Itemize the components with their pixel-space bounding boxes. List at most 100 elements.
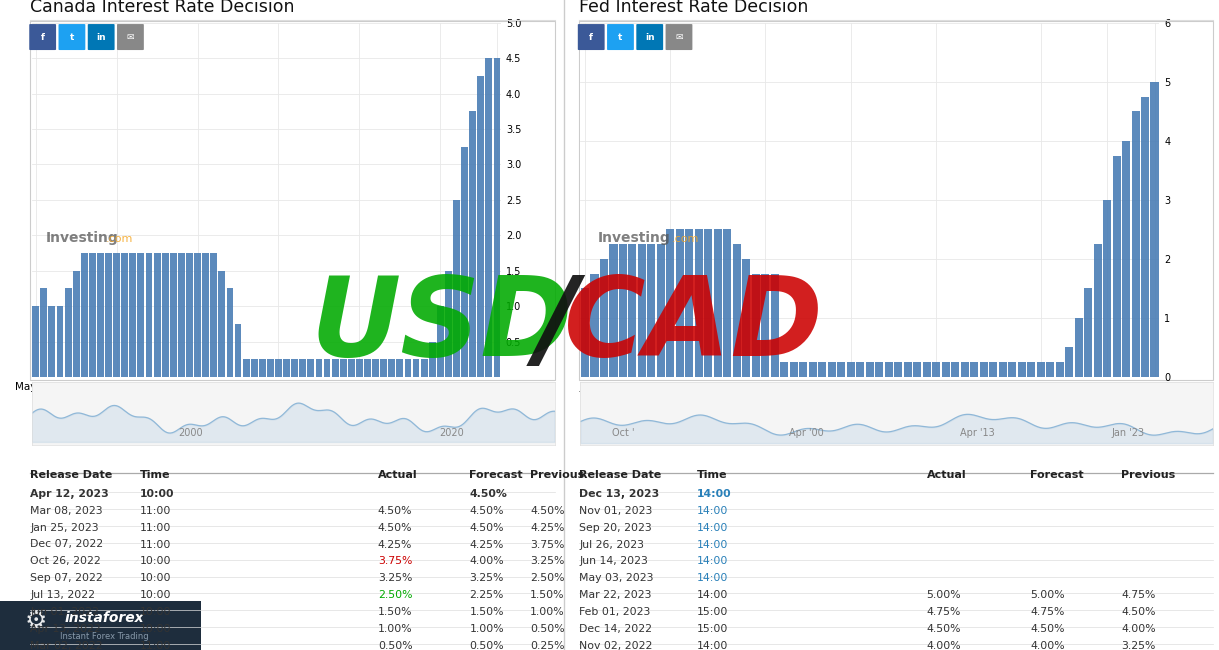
Bar <box>933 362 940 377</box>
Text: 11:00: 11:00 <box>140 523 172 532</box>
Text: 4.75%: 4.75% <box>1121 590 1156 600</box>
Text: /: / <box>536 272 577 378</box>
Text: 10:00: 10:00 <box>140 607 172 617</box>
Bar <box>478 76 484 377</box>
Bar <box>436 306 444 377</box>
Bar <box>1113 155 1120 377</box>
Bar <box>629 244 636 377</box>
Bar <box>194 253 201 377</box>
Bar <box>800 362 807 377</box>
Text: 14:00: 14:00 <box>697 556 729 566</box>
Bar <box>267 359 274 377</box>
Text: 2020: 2020 <box>440 428 464 438</box>
Bar <box>1056 362 1064 377</box>
Text: 15:00: 15:00 <box>697 624 729 634</box>
Bar <box>162 253 168 377</box>
Bar <box>865 362 874 377</box>
Bar <box>380 359 388 377</box>
Text: Instant Forex Trading: Instant Forex Trading <box>60 632 149 641</box>
Text: 4.50%: 4.50% <box>378 523 412 532</box>
Text: 11:00: 11:00 <box>140 506 172 515</box>
Text: Nov 01, 2023: Nov 01, 2023 <box>579 506 652 515</box>
Text: 4.00%: 4.00% <box>926 641 961 650</box>
Text: 2000: 2000 <box>178 428 202 438</box>
Bar <box>610 244 618 377</box>
Text: 2.50%: 2.50% <box>378 590 412 600</box>
Bar <box>1036 362 1045 377</box>
Bar <box>113 253 121 377</box>
Bar <box>675 229 684 377</box>
Bar <box>396 359 403 377</box>
Bar <box>847 362 855 377</box>
Text: 15:00: 15:00 <box>697 607 729 617</box>
Text: Mar 02, 2022: Mar 02, 2022 <box>30 641 104 650</box>
Bar <box>445 270 452 377</box>
Text: in: in <box>645 32 655 42</box>
Text: 14:00: 14:00 <box>697 573 729 583</box>
Bar <box>283 359 290 377</box>
Bar <box>169 253 177 377</box>
Text: Nov 02, 2022: Nov 02, 2022 <box>579 641 652 650</box>
Text: Jan '23: Jan '23 <box>1112 428 1145 438</box>
Bar <box>619 244 627 377</box>
Text: f: f <box>589 32 594 42</box>
Bar <box>469 111 477 377</box>
Text: CAD: CAD <box>564 272 824 378</box>
Bar <box>211 253 217 377</box>
Text: Previous: Previous <box>530 470 585 480</box>
Bar <box>234 324 241 377</box>
Text: Release Date: Release Date <box>30 470 112 480</box>
Text: 14:00: 14:00 <box>697 590 729 600</box>
Bar <box>485 58 492 377</box>
Bar <box>323 359 330 377</box>
Text: .com: .com <box>672 235 700 244</box>
Text: 14:00: 14:00 <box>697 506 729 515</box>
Bar <box>998 362 1007 377</box>
Bar <box>218 270 226 377</box>
Bar <box>733 244 741 377</box>
Bar <box>73 270 79 377</box>
Bar <box>600 259 608 377</box>
Text: 0.50%: 0.50% <box>469 641 503 650</box>
Bar <box>356 359 363 377</box>
Bar <box>961 362 969 377</box>
Text: Fed Interest Rate Decision: Fed Interest Rate Decision <box>579 0 808 16</box>
Bar <box>1065 348 1073 377</box>
Bar <box>40 289 48 377</box>
Bar <box>405 359 411 377</box>
Text: 5.00%: 5.00% <box>926 590 961 600</box>
Text: 3.25%: 3.25% <box>469 573 503 583</box>
Bar <box>138 253 144 377</box>
Text: 0.50%: 0.50% <box>530 624 564 634</box>
Bar <box>770 274 779 377</box>
Text: f: f <box>40 32 45 42</box>
Text: 4.75%: 4.75% <box>1030 607 1064 617</box>
Text: May 03, 2023: May 03, 2023 <box>579 573 653 583</box>
Text: instaforex: instaforex <box>65 611 144 625</box>
Bar <box>372 359 379 377</box>
Bar <box>980 362 987 377</box>
Text: ✉: ✉ <box>127 32 134 42</box>
Bar <box>80 253 88 377</box>
Text: 0.25%: 0.25% <box>530 641 564 650</box>
Bar <box>818 362 826 377</box>
Bar <box>258 359 266 377</box>
Bar <box>178 253 185 377</box>
Text: 3.25%: 3.25% <box>378 573 412 583</box>
Text: .com: .com <box>106 235 133 244</box>
Bar <box>1028 362 1035 377</box>
Text: 5.00%: 5.00% <box>1030 590 1064 600</box>
Bar <box>1103 200 1111 377</box>
Bar <box>332 359 339 377</box>
Bar <box>667 229 674 377</box>
Bar <box>1008 362 1017 377</box>
Text: 14:00: 14:00 <box>697 523 729 532</box>
Text: ⚙: ⚙ <box>26 609 48 632</box>
Bar <box>1018 362 1025 377</box>
Text: Forecast: Forecast <box>1030 470 1084 480</box>
Text: 4.25%: 4.25% <box>530 523 564 532</box>
Text: 1.50%: 1.50% <box>530 590 564 600</box>
Text: 3.75%: 3.75% <box>378 556 412 566</box>
Text: 4.50%: 4.50% <box>1121 607 1156 617</box>
Bar <box>202 253 210 377</box>
